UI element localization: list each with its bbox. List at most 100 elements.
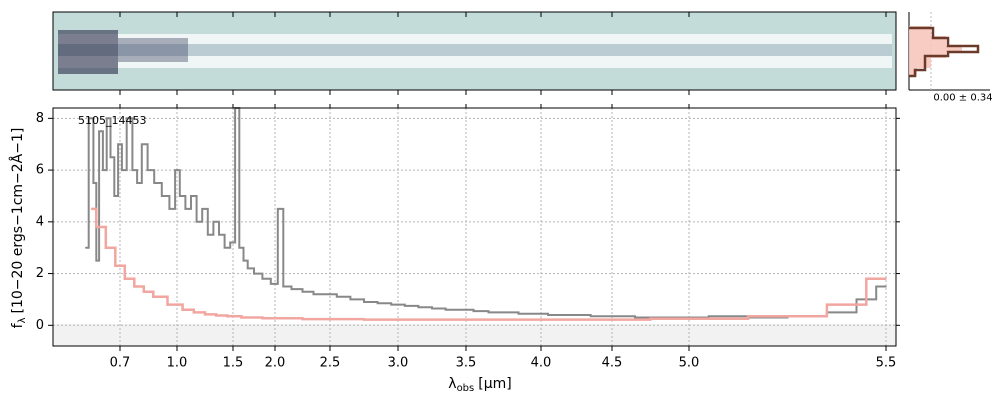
- flux-point: [424, 306, 427, 309]
- y-axis-ticks: 0 2 4 6 8: [36, 111, 900, 333]
- flux-point: [480, 310, 482, 312]
- model-point: [397, 318, 399, 321]
- model-point: [138, 285, 140, 288]
- model-point: [845, 303, 848, 306]
- spectrum-2d-ticks: [119, 12, 887, 95]
- flux-point: [582, 314, 585, 316]
- flux-point: [240, 246, 243, 249]
- main-plot-panel: 0.7 1.0 1.5 2.0 2.5 3.0 3.5 4.0 4.5 5.0 5.5 02468 …: [36, 104, 900, 371]
- flux-point: [226, 246, 229, 249]
- model-point: [885, 277, 887, 280]
- model-point: [806, 315, 808, 318]
- flux-point: [123, 169, 125, 171]
- model-point: [688, 318, 690, 320]
- flux-point: [845, 311, 848, 314]
- flux-point: [96, 259, 98, 262]
- flux-point: [265, 277, 268, 280]
- flux-point: [397, 303, 399, 306]
- flux-point: [611, 315, 613, 318]
- flux-point: [370, 301, 372, 303]
- flux-point: [176, 169, 178, 171]
- flux-point: [115, 195, 117, 197]
- flux-point: [204, 208, 206, 210]
- flux-point: [410, 305, 413, 307]
- flux-point: [198, 221, 201, 223]
- x-axis-label: λobs [μm]: [448, 376, 511, 394]
- main-plot-frame: [53, 108, 896, 346]
- y-tick-label: 8: [36, 111, 44, 126]
- y-tick-label: 6: [36, 163, 44, 178]
- flux-point: [285, 285, 287, 288]
- flux-point: [193, 195, 195, 197]
- flux-point: [209, 234, 212, 236]
- flux-point: [128, 117, 131, 120]
- flux-point: [215, 221, 217, 223]
- flux-point: [107, 117, 110, 120]
- model-point: [274, 317, 276, 320]
- model-point: [249, 316, 251, 319]
- flux-point: [885, 285, 887, 288]
- y-tick-label: 4: [36, 214, 44, 229]
- flux-point: [104, 169, 106, 171]
- flux-point: [274, 283, 276, 285]
- x-tick-label: 2.5: [320, 356, 341, 371]
- y-axis-label: fλ [10−20 ergs−1cm−2Å−1]: [9, 128, 28, 329]
- model-point: [209, 313, 212, 316]
- flux-point: [100, 130, 102, 133]
- x-tick-label: 2.0: [265, 356, 286, 371]
- model-point: [90, 208, 93, 210]
- x-tick-label: 5.0: [679, 356, 700, 371]
- flux-point: [296, 288, 298, 290]
- model-point: [119, 265, 121, 267]
- flux-point: [525, 312, 527, 315]
- model-point: [329, 318, 331, 320]
- spectrum-2d-core: [58, 44, 892, 56]
- y-axis-label-unit: [10−20 ergs−1cm−2Å−1]: [9, 128, 26, 314]
- flux-point: [181, 195, 184, 197]
- flux-point: [94, 182, 97, 184]
- x-tick-label: 1.5: [223, 356, 244, 371]
- spectrum-2d-panel: [52, 11, 897, 95]
- model-point: [232, 315, 234, 318]
- model-point: [198, 311, 201, 314]
- y-tick-label: 2: [36, 266, 44, 281]
- flux-point: [134, 169, 136, 171]
- flux-point: [642, 316, 644, 319]
- x-tick-label: 4.5: [602, 356, 623, 371]
- flux-series-line: [85, 107, 886, 319]
- flux-point: [85, 246, 87, 249]
- side-histogram-fill: [909, 26, 962, 76]
- flux-point: [438, 307, 440, 310]
- flux-point: [249, 267, 251, 270]
- model-point: [176, 303, 178, 306]
- flux-point: [143, 143, 146, 145]
- flux-point: [138, 182, 140, 184]
- x-tick-label: 3.5: [456, 356, 477, 371]
- y-axis-label-sub: λ: [17, 317, 28, 323]
- model-point: [221, 314, 223, 317]
- x-tick-label: 0.7: [110, 356, 131, 371]
- flux-point: [465, 309, 467, 311]
- main-plot-grid: [53, 108, 896, 346]
- model-point: [611, 318, 613, 321]
- flux-point: [149, 169, 152, 171]
- x-axis-label-main: λ: [448, 376, 456, 392]
- x-tick-label: 1.0: [167, 356, 188, 371]
- flux-point: [383, 302, 386, 305]
- flux-point: [257, 272, 260, 275]
- model-point: [147, 290, 150, 293]
- main-plot-below-zero-band: [53, 324, 896, 346]
- flux-point: [510, 311, 512, 314]
- side-histogram-label: 0.00 ± 0.34: [933, 92, 992, 103]
- model-point: [187, 309, 189, 311]
- main-plot-series: [85, 107, 887, 321]
- x-tick-label: 3.0: [388, 356, 409, 371]
- main-plot-border: [52, 107, 897, 347]
- object-label: 5105_14453: [78, 114, 147, 127]
- flux-point: [279, 208, 282, 210]
- side-histogram-outline: [909, 26, 980, 78]
- x-axis-label-unit: [μm]: [478, 376, 511, 392]
- flux-point: [727, 315, 730, 318]
- flux-point: [554, 314, 556, 316]
